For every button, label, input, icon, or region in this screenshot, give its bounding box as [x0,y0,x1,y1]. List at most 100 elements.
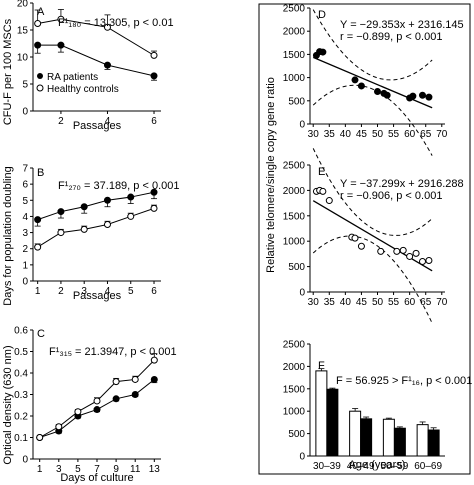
panel-c-point-healthy [150,356,158,364]
panel-e-y-tick-label: 0 [299,288,305,299]
panel-a-point-healthy [34,20,42,28]
panel-b-point-healthy [57,229,65,237]
legend-marker-ra [37,73,43,79]
right-ylabel: Relative telomere/single copy gene ratio [265,77,277,273]
panel-d-point [357,82,365,90]
panel-a: 0 5 10 15 20 2 4 6 A F¹₁₈₀ = 13.305, p < 0.01 C… [2,0,174,132]
panel-e-ci-lower [312,235,433,324]
panel-b-stat: F¹₂₇₀ = 37.189, p < 0.001 [58,180,179,192]
panel-a-letter: A [37,6,45,18]
panel-f-category-label: 30–39 [313,461,341,472]
panel-f-y-tick-label: 500 [288,429,305,440]
panel-d-letter: D [318,9,326,21]
panel-e-equation: Y = −37.299x + 2916.288 [340,178,464,190]
panel-d-x-tick-label: 30 [308,129,320,140]
panel-c-point-ra [93,406,101,414]
panel-b-point-healthy [80,225,88,233]
panel-b-y-tick-label: 7 [22,164,28,175]
panel-c-y-tick-label: 0.3 [14,390,28,401]
panel-a-point-ra [34,41,42,49]
panel-f-category-label: 60–69 [414,461,442,472]
panel-a-xlabel: Passages [73,120,122,132]
panel-b-x-tick-label: 6 [151,286,157,297]
panel-c-point-healthy [131,375,139,383]
panel-c-y-tick-label: 0.1 [14,433,28,444]
panel-d-y-tick-label: 0 [299,120,305,131]
panel-d-x-tick-label: 70 [436,129,448,140]
panel-f-bar-healthy [349,410,362,457]
panel-d-x-tick-label: 35 [324,129,336,140]
panel-e-x-tick-label: 70 [436,297,448,308]
panel-b-y-tick-label: 0 [22,277,28,288]
panel-d-y-tick-label: 2500 [283,4,306,15]
panel-a-ylabel: CFU-F per 100 MSCs [2,18,14,125]
panel-b-y-tick-label: 2 [22,244,28,255]
panel-e-point [425,257,433,265]
panel-e-r: r = −0.906, p < 0.001 [340,190,442,202]
panel-d-x-tick-label: 60 [404,129,416,140]
panel-d-ci-lower [312,84,433,156]
panel-a-y-tick-label: 15 [17,26,29,37]
panel-d-y-tick-label: 2000 [283,27,306,38]
panel-f-bar-ra [360,418,373,457]
panel-e-y-tick-label: 1500 [283,211,306,222]
panel-c-point-ra [150,375,158,383]
panel-f-y-tick-label: 1000 [283,407,306,418]
panel-b-letter: B [37,167,44,179]
panel-b-x-tick-label: 3 [81,286,87,297]
panel-d-x-tick-label: 55 [388,129,400,140]
legend-label-ra: RA patients [47,72,98,83]
panel-e-x-tick-label: 45 [356,297,368,308]
panel-d-x-tick-label: 40 [340,129,352,140]
panel-a-point-healthy [57,15,65,23]
panel-f-y-tick-label: 0 [299,452,305,463]
panel-b-point-healthy [34,243,42,251]
panel-a-x-tick-label: 2 [58,116,64,127]
panel-e-x-tick-label: 55 [388,297,400,308]
panel-b-y-tick-label: 3 [22,228,28,239]
panel-b-point-ra [57,208,65,216]
panel-e: 0 500 1000 1500 2000 2500 30 35 40 45 50 55 60 65 70 E… [283,148,464,324]
panel-d-y-tick-label: 500 [288,96,305,107]
panel-b-y-tick-label: 1 [22,260,28,271]
panel-a-line-healthy [37,18,155,56]
panel-e-x-tick-label: 65 [420,297,432,308]
panel-a-point-ra [103,61,111,69]
panel-c-point-healthy [55,423,63,431]
panel-c-y-tick-label: 0.6 [14,326,28,337]
panel-e-point [351,234,359,242]
panel-a-y-tick-label: 0 [22,107,28,118]
panel-e-y-tick-label: 500 [288,262,305,273]
panel-f-bar-healthy [382,418,395,457]
panel-f-bar-healthy [416,424,429,457]
panel-c-stat: F¹₃₁₅ = 21.3947, p < 0.001 [49,346,177,358]
panel-e-x-tick-label: 30 [308,297,320,308]
panel-c-xlabel: Days of culture [60,472,133,484]
panel-d-x-tick-label: 65 [420,129,432,140]
panel-c-x-tick-label: 9 [113,464,119,475]
panel-e-point [377,247,385,255]
panel-e-point [325,197,333,205]
panel-f: 0 500 1000 1500 2000 2500 30–39 40–49 50–59 60–69… [283,340,473,473]
panel-e-y-tick-label: 2500 [283,161,306,172]
panel-c-point-ra [131,391,139,398]
panel-b-x-tick-label: 4 [105,286,111,297]
panel-c-x-tick-label: 13 [149,464,161,475]
panel-d-y-tick-label: 1500 [283,50,306,61]
panel-e-point [419,258,426,266]
panel-b-line-healthy [37,207,155,248]
panel-e-point [399,246,407,254]
panel-d: 0 500 1000 1500 2000 2500 30 35 40 45 50 55 60 65 70 D… [283,4,464,156]
panel-a-point-healthy [103,23,111,31]
panel-f-xlabel: Age (years) [349,459,406,471]
panel-e-x-tick-label: 60 [404,297,416,308]
panel-f-y-tick-label: 2500 [283,340,306,351]
panel-e-letter: E [318,166,325,178]
panel-c-y-tick-label: 0.5 [14,347,28,358]
panel-d-point [351,76,359,84]
panel-a-y-tick-label: 5 [22,80,28,91]
panel-c-y-tick-label: 0.4 [14,369,28,380]
panel-a-line-ra [37,44,155,77]
panel-e-point [393,247,401,255]
